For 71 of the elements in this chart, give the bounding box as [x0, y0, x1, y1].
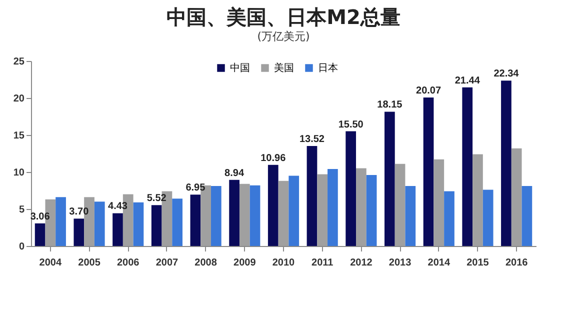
bar	[278, 180, 289, 246]
bar	[356, 168, 366, 246]
bar	[133, 202, 144, 246]
x-tick-label: 2014	[428, 258, 450, 268]
bar	[405, 186, 416, 246]
x-tick-label: 2012	[350, 258, 373, 268]
data-label: 13.52	[299, 134, 325, 145]
data-label: 8.94	[224, 168, 244, 179]
x-tick-label: 2009	[234, 258, 256, 268]
chart-subtitle: (万亿美元)	[257, 30, 310, 43]
bar	[34, 223, 46, 246]
y-tick-label: 0	[18, 242, 25, 252]
bar	[172, 198, 182, 246]
bar	[56, 197, 66, 246]
data-label: 4.43	[108, 201, 128, 212]
bar	[229, 180, 240, 246]
bar	[94, 202, 105, 246]
y-tick-label: 20	[13, 94, 25, 104]
y-tick-label: 5	[18, 204, 25, 216]
data-label: 3.70	[69, 206, 90, 218]
bar	[288, 176, 300, 246]
x-tick-label: 2007	[156, 258, 179, 268]
legend-label: 日本	[318, 62, 338, 74]
legend-label: 美国	[274, 62, 294, 74]
bar	[151, 205, 162, 246]
bar	[346, 131, 356, 246]
y-tick-label: 10	[13, 168, 25, 178]
data-label: 10.96	[260, 152, 286, 164]
x-tick-label: 2008	[194, 258, 218, 268]
bar	[501, 80, 512, 246]
bar	[268, 164, 278, 246]
x-tick-label: 2013	[388, 258, 412, 268]
x-tick-label: 2010	[272, 258, 296, 268]
data-label: 5.52	[146, 193, 167, 204]
bar	[112, 213, 123, 246]
bar	[384, 112, 395, 246]
bar	[394, 164, 406, 246]
x-tick-label: 2011	[311, 258, 334, 268]
bar	[522, 186, 532, 246]
data-label: 6.95	[186, 182, 206, 194]
legend-label: 中国	[230, 62, 250, 74]
bar	[306, 146, 318, 246]
bar	[434, 159, 444, 246]
data-label: 22.34	[494, 68, 520, 80]
bar	[462, 87, 473, 246]
bar	[482, 190, 494, 246]
bar	[317, 174, 328, 246]
bar	[74, 218, 84, 246]
bar	[423, 97, 434, 246]
x-tick-label: 2016	[505, 258, 528, 268]
y-tick-label: 15	[13, 130, 25, 142]
data-label: 15.50	[338, 119, 364, 130]
x-tick-label: 2005	[78, 258, 101, 268]
x-tick-label: 2015	[466, 258, 490, 268]
bar	[472, 154, 483, 246]
x-tick-label: 2006	[116, 258, 140, 268]
data-label: 20.07	[416, 85, 442, 96]
bar	[328, 169, 338, 246]
bar	[366, 174, 377, 246]
y-tick-label: 25	[13, 56, 25, 68]
x-tick-label: 2004	[39, 258, 62, 268]
bar	[250, 185, 260, 246]
data-label: 21.44	[454, 75, 480, 86]
bar	[444, 191, 454, 246]
bar	[239, 184, 250, 246]
bar	[210, 186, 222, 246]
chart-title: 中国、美国、日本M2总量	[166, 5, 400, 29]
data-label: 3.06	[30, 211, 50, 222]
data-label: 18.15	[377, 100, 403, 111]
bar	[511, 148, 522, 246]
bar	[190, 194, 201, 246]
